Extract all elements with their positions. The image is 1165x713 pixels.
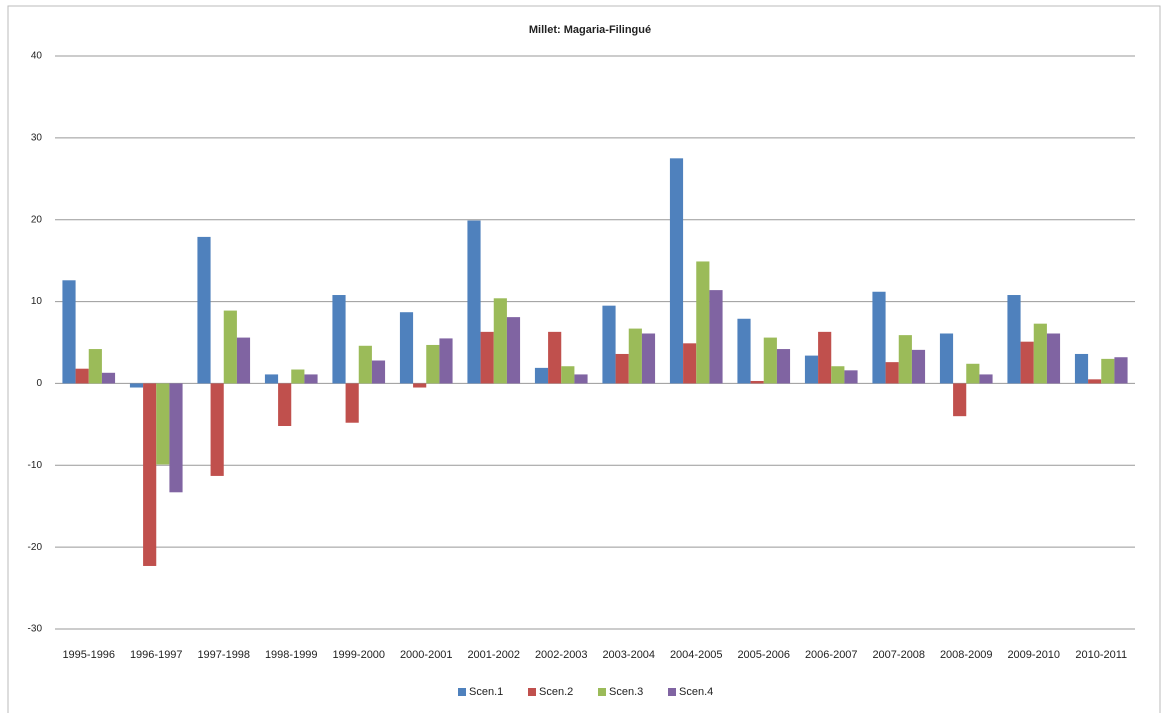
bar [979,374,993,384]
bar [669,158,684,384]
y-tick-label: -30 [28,624,43,635]
bar [210,383,224,476]
x-tick-label: 2003-2004 [602,649,655,661]
bar [1074,353,1089,384]
legend-label: Scen.3 [609,686,643,698]
legend-swatch [458,688,466,696]
bar [548,331,562,384]
y-tick-label: 10 [31,296,43,307]
bar [898,335,912,384]
bar [574,374,588,384]
y-tick-label: 40 [31,51,43,62]
x-tick-label: 1996-1997 [130,649,183,661]
x-tick-label: 2004-2005 [670,649,723,661]
y-tick-label: -10 [28,460,43,471]
x-tick-label: 2006-2007 [805,649,858,661]
bar [223,310,237,384]
x-tick-label: 2000-2001 [400,649,453,661]
x-tick-label: 1995-1996 [62,649,115,661]
bar [1101,358,1115,384]
bar [953,383,967,417]
bar [602,305,616,384]
x-tick-label: 1997-1998 [197,649,250,661]
legend-label: Scen.1 [469,686,503,698]
bar [750,380,764,384]
bar [1114,357,1128,384]
bar [696,261,710,384]
x-tick-label: 2007-2008 [872,649,925,661]
bar [506,317,521,384]
bar [278,383,292,426]
bar [101,372,116,384]
bar [304,374,318,384]
bar [939,333,954,384]
x-tick-label: 2008-2009 [940,649,993,661]
bar [818,331,832,384]
bar [493,298,507,384]
bar [776,349,791,384]
bar [763,337,777,384]
bar [439,338,453,384]
bar [1020,341,1034,384]
bar [75,368,89,384]
bar [561,366,575,384]
x-tick-label: 2010-2011 [1075,649,1127,661]
bar [358,345,372,384]
bar [332,295,346,384]
bar [844,370,858,384]
bar [872,291,886,384]
bar [467,220,481,384]
chart-title: Millet: Magaria-Filingué [529,24,651,36]
bar [88,349,102,384]
bar [129,383,144,388]
legend-swatch [598,688,606,696]
bar [62,280,76,384]
bar [399,312,414,384]
legend-label: Scen.2 [539,686,573,698]
bar [426,344,440,384]
x-tick-label: 2002-2003 [535,649,588,661]
x-tick-label: 2009-2010 [1007,649,1060,661]
bar [641,333,656,384]
y-tick-label: 20 [31,214,43,225]
bar [966,363,980,384]
y-tick-label: -20 [28,542,43,553]
bar [1046,333,1061,384]
bar [1007,295,1021,384]
x-tick-label: 2005-2006 [737,649,790,661]
bar [143,383,157,566]
y-tick-label: 30 [31,132,43,143]
bar [1088,379,1102,384]
legend-swatch [528,688,536,696]
bar [236,337,251,384]
bar [709,290,723,384]
x-tick-label: 2001-2002 [467,649,520,661]
bar [291,369,305,384]
bar [683,343,697,384]
y-tick-label: 0 [36,378,42,389]
bar [371,360,386,384]
x-tick-label: 1999-2000 [332,649,385,661]
bar [197,236,211,384]
bar [534,367,549,384]
bar [628,328,642,384]
legend-label: Scen.4 [679,686,713,698]
chart-frame [7,5,1161,713]
legend-swatch [668,688,676,696]
bar [737,318,751,384]
bar [911,349,926,384]
bar [264,374,279,384]
bar [345,383,359,423]
bar [885,362,899,384]
bar [1033,323,1047,384]
bar [413,383,427,388]
bar [480,331,494,384]
x-tick-label: 1998-1999 [265,649,318,661]
bar [615,353,629,384]
bar [169,383,183,493]
bar [804,355,819,384]
bar [831,366,845,384]
bar [156,383,170,465]
